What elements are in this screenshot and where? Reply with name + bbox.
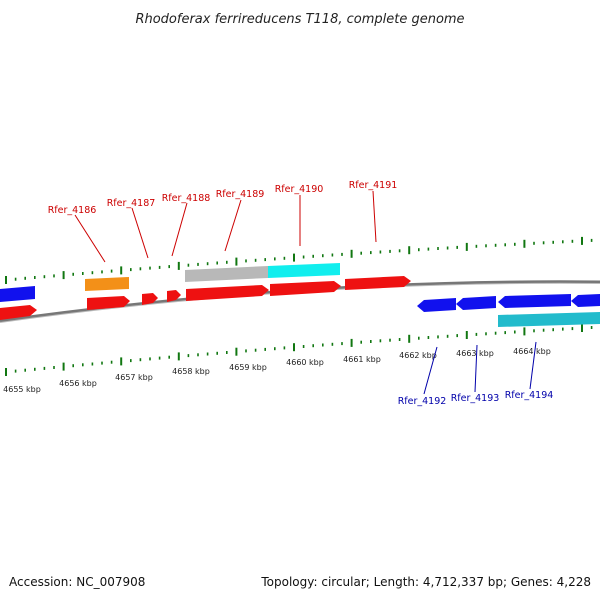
- scale-label-4656: 4656 kbp: [59, 379, 97, 388]
- gene-label-rfer-4190[interactable]: Rfer_4190: [275, 184, 324, 195]
- gene-label-rfer-4189[interactable]: Rfer_4189: [216, 189, 265, 200]
- scale-label-4660: 4660 kbp: [286, 358, 324, 367]
- scale-label-4662: 4662 kbp: [399, 351, 437, 360]
- accession-text: Accession: NC_007908: [9, 575, 145, 589]
- genome-title: Rhodoferax ferrireducens T118, complete …: [135, 12, 464, 27]
- forward-gene-rfer-4190[interactable]: [270, 281, 341, 296]
- label-line-rfer-4193: [474, 344, 478, 393]
- reverse-gene-left-edge[interactable]: [0, 286, 35, 302]
- feature-teal[interactable]: [498, 312, 600, 327]
- forward-gene-rfer-4191[interactable]: [345, 276, 411, 290]
- label-line-rfer-4191: [372, 190, 377, 243]
- forward-gene-rfer-4189[interactable]: [186, 285, 269, 301]
- forward-gene-rfer-4188[interactable]: [167, 290, 181, 302]
- label-line-rfer-4186: [74, 214, 106, 263]
- gene-label-rfer-4187[interactable]: Rfer_4187: [107, 198, 156, 209]
- gene-label-rfer-4192[interactable]: Rfer_4192: [398, 396, 447, 407]
- scale-label-4655: 4655 kbp: [3, 385, 41, 394]
- scale-label-4664: 4664 kbp: [513, 347, 551, 356]
- scale-label-4658: 4658 kbp: [172, 367, 210, 376]
- gene-label-rfer-4188[interactable]: Rfer_4188: [162, 193, 211, 204]
- forward-gene-rfer-4187[interactable]: [142, 293, 158, 305]
- gene-label-rfer-4193[interactable]: Rfer_4193: [451, 393, 500, 404]
- scale-label-4657: 4657 kbp: [115, 373, 153, 382]
- label-line-rfer-4189: [224, 199, 242, 252]
- label-line-rfer-4194: [529, 341, 537, 390]
- scale-label-4663: 4663 kbp: [456, 349, 494, 358]
- gene-label-rfer-4194[interactable]: Rfer_4194: [505, 390, 554, 401]
- scale-label-4659: 4659 kbp: [229, 363, 267, 372]
- scale-label-4661: 4661 kbp: [343, 355, 381, 364]
- gene-label-rfer-4186[interactable]: Rfer_4186: [48, 205, 97, 216]
- feature-orange[interactable]: [85, 277, 129, 291]
- outer-tick-ring: [5, 236, 593, 284]
- forward-gene-rfer-4186[interactable]: [87, 296, 130, 310]
- label-line-rfer-4188: [171, 202, 188, 257]
- label-line-rfer-4192: [423, 346, 438, 395]
- label-line-rfer-4187: [131, 207, 149, 259]
- reverse-gene-rfer-4192[interactable]: [417, 298, 456, 312]
- inner-tick-ring: [5, 324, 593, 376]
- gene-label-rfer-4191[interactable]: Rfer_4191: [349, 180, 398, 191]
- reverse-gene-right-edge[interactable]: [571, 294, 600, 307]
- forward-gene-left-edge[interactable]: [0, 305, 37, 320]
- genome-stats-text: Topology: circular; Length: 4,712,337 bp…: [260, 575, 591, 589]
- reverse-gene-rfer-4193[interactable]: [456, 296, 496, 310]
- reverse-gene-rfer-4194[interactable]: [498, 294, 571, 308]
- feature-cyan[interactable]: [268, 263, 340, 278]
- feature-gray[interactable]: [185, 266, 268, 282]
